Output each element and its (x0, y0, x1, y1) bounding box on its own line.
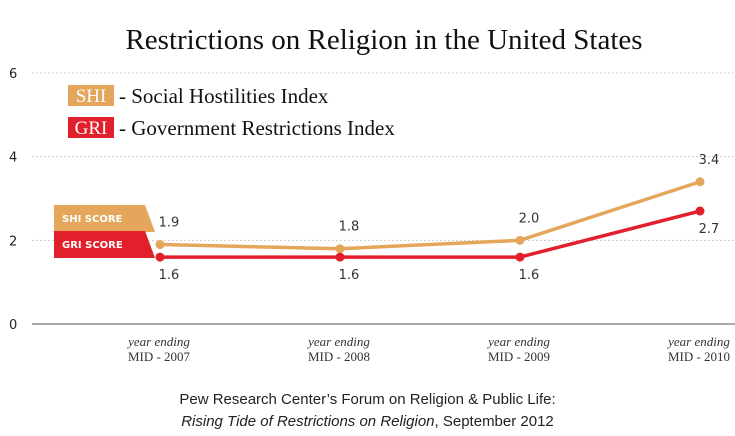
gri-data-point (695, 206, 705, 216)
legend-abbr-gri: GRI (75, 118, 108, 139)
source-date: , September 2012 (434, 413, 554, 430)
y-tick-label: 2 (9, 234, 17, 249)
x-tick-label: MID - 2007 (128, 349, 191, 364)
gri-data-label: 1.6 (519, 268, 540, 283)
gri-data-point (515, 252, 525, 262)
y-tick-label: 6 (9, 67, 17, 82)
legend-item-shi: SHI - Social Hostilities Index (68, 84, 329, 108)
shi-data-label: 1.8 (339, 220, 360, 235)
y-axis: 0 2 4 6 (9, 67, 735, 333)
shi-score-tag-shape (54, 205, 155, 232)
legend-swatch-gri (68, 117, 114, 138)
source-line-1: Pew Research Center’s Forum on Religion … (179, 391, 556, 408)
x-tick-label: year ending (666, 334, 730, 349)
x-tick-label: MID - 2009 (488, 349, 550, 364)
legend-label-shi: - Social Hostilities Index (119, 84, 329, 108)
shi-data-label: 3.4 (699, 153, 720, 168)
shi-data-label: 1.9 (159, 216, 180, 231)
series: 1.9 1.8 2.0 3.4 1.6 1.6 1.6 2.7 (155, 153, 720, 283)
x-tick-label: MID - 2008 (308, 349, 370, 364)
gri-score-tag-shape (54, 231, 155, 258)
x-tick-label: year ending (486, 334, 550, 349)
grid (32, 72, 735, 241)
legend-swatch-shi (68, 85, 114, 106)
x-tick-label: MID - 2010 (668, 349, 730, 364)
gri-data-label: 1.6 (159, 268, 180, 283)
shi-data-point (515, 235, 525, 245)
gri-series-line (160, 209, 701, 259)
shi-score-tag: SHI SCORE (54, 205, 155, 232)
shi-score-tag-label: SHI SCORE (62, 214, 123, 225)
legend-abbr-shi: SHI (76, 86, 107, 107)
gri-score-tag: GRI SCORE (54, 231, 155, 258)
shi-data-point (695, 177, 705, 187)
source-publication-title: Rising Tide of Restrictions on Religion (181, 413, 435, 430)
shi-data-point (335, 244, 345, 254)
gri-score-tag-label: GRI SCORE (62, 240, 123, 251)
shi-data-point (155, 240, 165, 250)
source-line-2: Rising Tide of Restrictions on Religion,… (0, 413, 735, 430)
legend: SHI - Social Hostilities Index GRI - Gov… (68, 84, 395, 140)
gri-data-point (335, 252, 345, 262)
legend-item-gri: GRI - Government Restrictions Index (68, 116, 395, 140)
x-tick-label: year ending (306, 334, 370, 349)
shi-series-line (159, 180, 701, 251)
shi-data-label: 2.0 (519, 211, 540, 226)
gri-data-point (155, 252, 165, 262)
score-tags: SHI SCORE GRI SCORE (54, 205, 155, 258)
gri-data-label: 2.7 (699, 222, 720, 237)
legend-label-gri: - Government Restrictions Index (119, 116, 395, 140)
chart-title: Restrictions on Religion in the United S… (125, 24, 642, 56)
x-tick-label: year ending (126, 334, 190, 349)
y-tick-label: 4 (9, 151, 17, 166)
gri-data-label: 1.6 (339, 268, 360, 283)
y-tick-label: 0 (9, 318, 17, 333)
